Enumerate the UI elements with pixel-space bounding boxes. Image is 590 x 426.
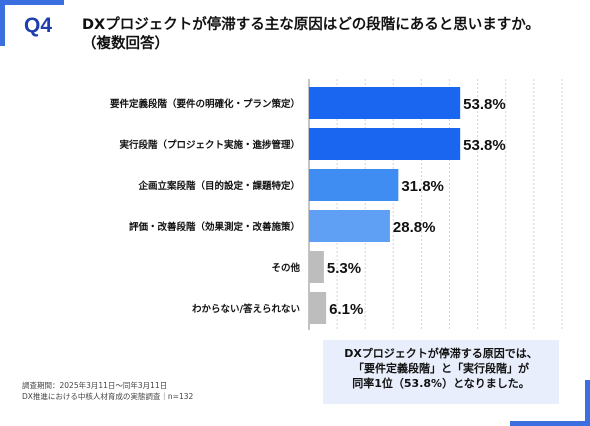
corner-accent-top-left	[0, 0, 64, 5]
category-label: わからない/答えられない	[192, 303, 300, 315]
value-label: 28.8%	[393, 219, 436, 236]
bar	[309, 128, 461, 160]
callout-line3: 同率1位（53.8%）となりました。	[352, 377, 530, 390]
category-label: 要件定義段階（要件の明確化・プラン策定）	[110, 98, 300, 110]
category-label: 評価・改善段階（効果測定・改善施策）	[129, 221, 300, 233]
category-label: その他	[271, 262, 300, 274]
question-title-line1: DXプロジェクトが停滞する主な原因はどの段階にあると思いますか。	[82, 17, 540, 33]
value-label: 53.8%	[463, 96, 506, 113]
corner-accent-bottom-right	[510, 421, 590, 426]
value-label: 6.1%	[329, 301, 363, 318]
category-label: 実行段階（プロジェクト実施・進捗管理）	[119, 139, 300, 151]
bar	[309, 210, 390, 242]
question-title-line2: （複数回答）	[82, 36, 169, 52]
footnote-survey: DX推進における中核人材育成の実態調査｜n=132	[22, 392, 194, 401]
survey-footnote: 調査期間：2025年3月11日〜同年3月11日 DX推進における中核人材育成の実…	[22, 380, 193, 402]
callout-line1: DXプロジェクトが停滞する原因では、	[344, 347, 538, 360]
category-label: 企画立案段階（目的設定・課題特定）	[137, 180, 300, 192]
corner-accent-right	[585, 380, 590, 426]
question-number: Q4	[24, 14, 53, 37]
value-label: 31.8%	[401, 178, 444, 195]
footnote-period: 調査期間：2025年3月11日〜同年3月11日	[22, 381, 168, 390]
bar	[309, 251, 324, 283]
question-title: DXプロジェクトが停滞する主な原因はどの段階にあると思いますか。 （複数回答）	[82, 16, 562, 54]
corner-accent-left	[0, 0, 5, 46]
bar	[309, 87, 461, 119]
callout-line2: 「要件定義段階」と「実行段階」が	[353, 362, 529, 375]
summary-callout: DXプロジェクトが停滞する原因では、 「要件定義段階」と「実行段階」が 同率1位…	[323, 340, 559, 404]
bar	[309, 292, 327, 324]
bar	[309, 169, 399, 201]
value-label: 5.3%	[327, 260, 361, 277]
value-label: 53.8%	[463, 137, 506, 154]
